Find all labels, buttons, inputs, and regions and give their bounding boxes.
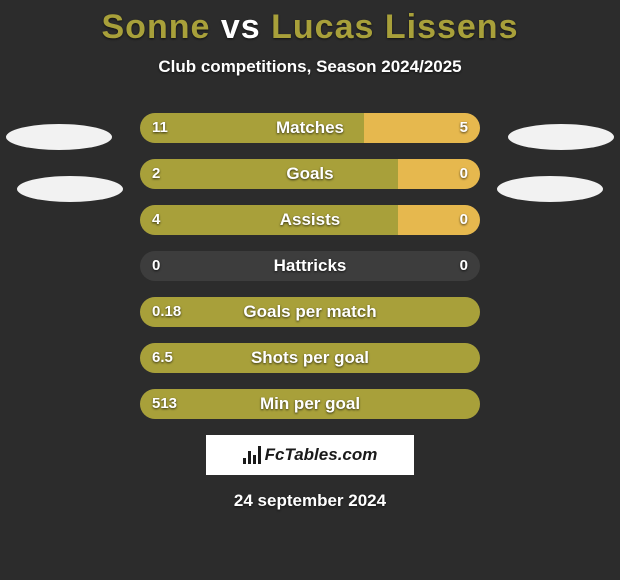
bar-left — [140, 343, 480, 373]
avatar-placeholder — [6, 124, 112, 150]
logo-text: FcTables.com — [265, 445, 378, 465]
player-right-name: Lucas Lissens — [271, 8, 518, 46]
bar-right — [398, 159, 480, 189]
subtitle: Club competitions, Season 2024/2025 — [0, 57, 620, 77]
bar-track — [140, 251, 480, 281]
bar-left — [140, 113, 364, 143]
player-left-name: Sonne — [102, 8, 211, 46]
date-text: 24 september 2024 — [0, 491, 620, 511]
bar-track — [140, 159, 480, 189]
logo-box: FcTables.com — [206, 435, 414, 475]
bar-left — [140, 297, 480, 327]
bar-track — [140, 205, 480, 235]
chart-bars-icon — [243, 446, 261, 464]
stat-row: Shots per goal6.5 — [0, 343, 620, 373]
avatar-placeholder — [497, 176, 603, 202]
avatar-placeholder — [508, 124, 614, 150]
bar-track — [140, 113, 480, 143]
bar-track — [140, 297, 480, 327]
bar-right — [364, 113, 480, 143]
bar-right — [398, 205, 480, 235]
bar-track — [140, 343, 480, 373]
stat-row: Assists40 — [0, 205, 620, 235]
vs-text: vs — [221, 8, 261, 46]
avatar-placeholder — [17, 176, 123, 202]
stats-container: Matches115Goals20Assists40Hattricks00Goa… — [0, 113, 620, 419]
stat-row: Hattricks00 — [0, 251, 620, 281]
bar-left — [140, 389, 480, 419]
stat-row: Goals per match0.18 — [0, 297, 620, 327]
bar-track — [140, 389, 480, 419]
bar-left — [140, 205, 398, 235]
bar-left — [140, 159, 398, 189]
stat-row: Min per goal513 — [0, 389, 620, 419]
page-title: Sonne vs Lucas Lissens — [0, 0, 620, 47]
